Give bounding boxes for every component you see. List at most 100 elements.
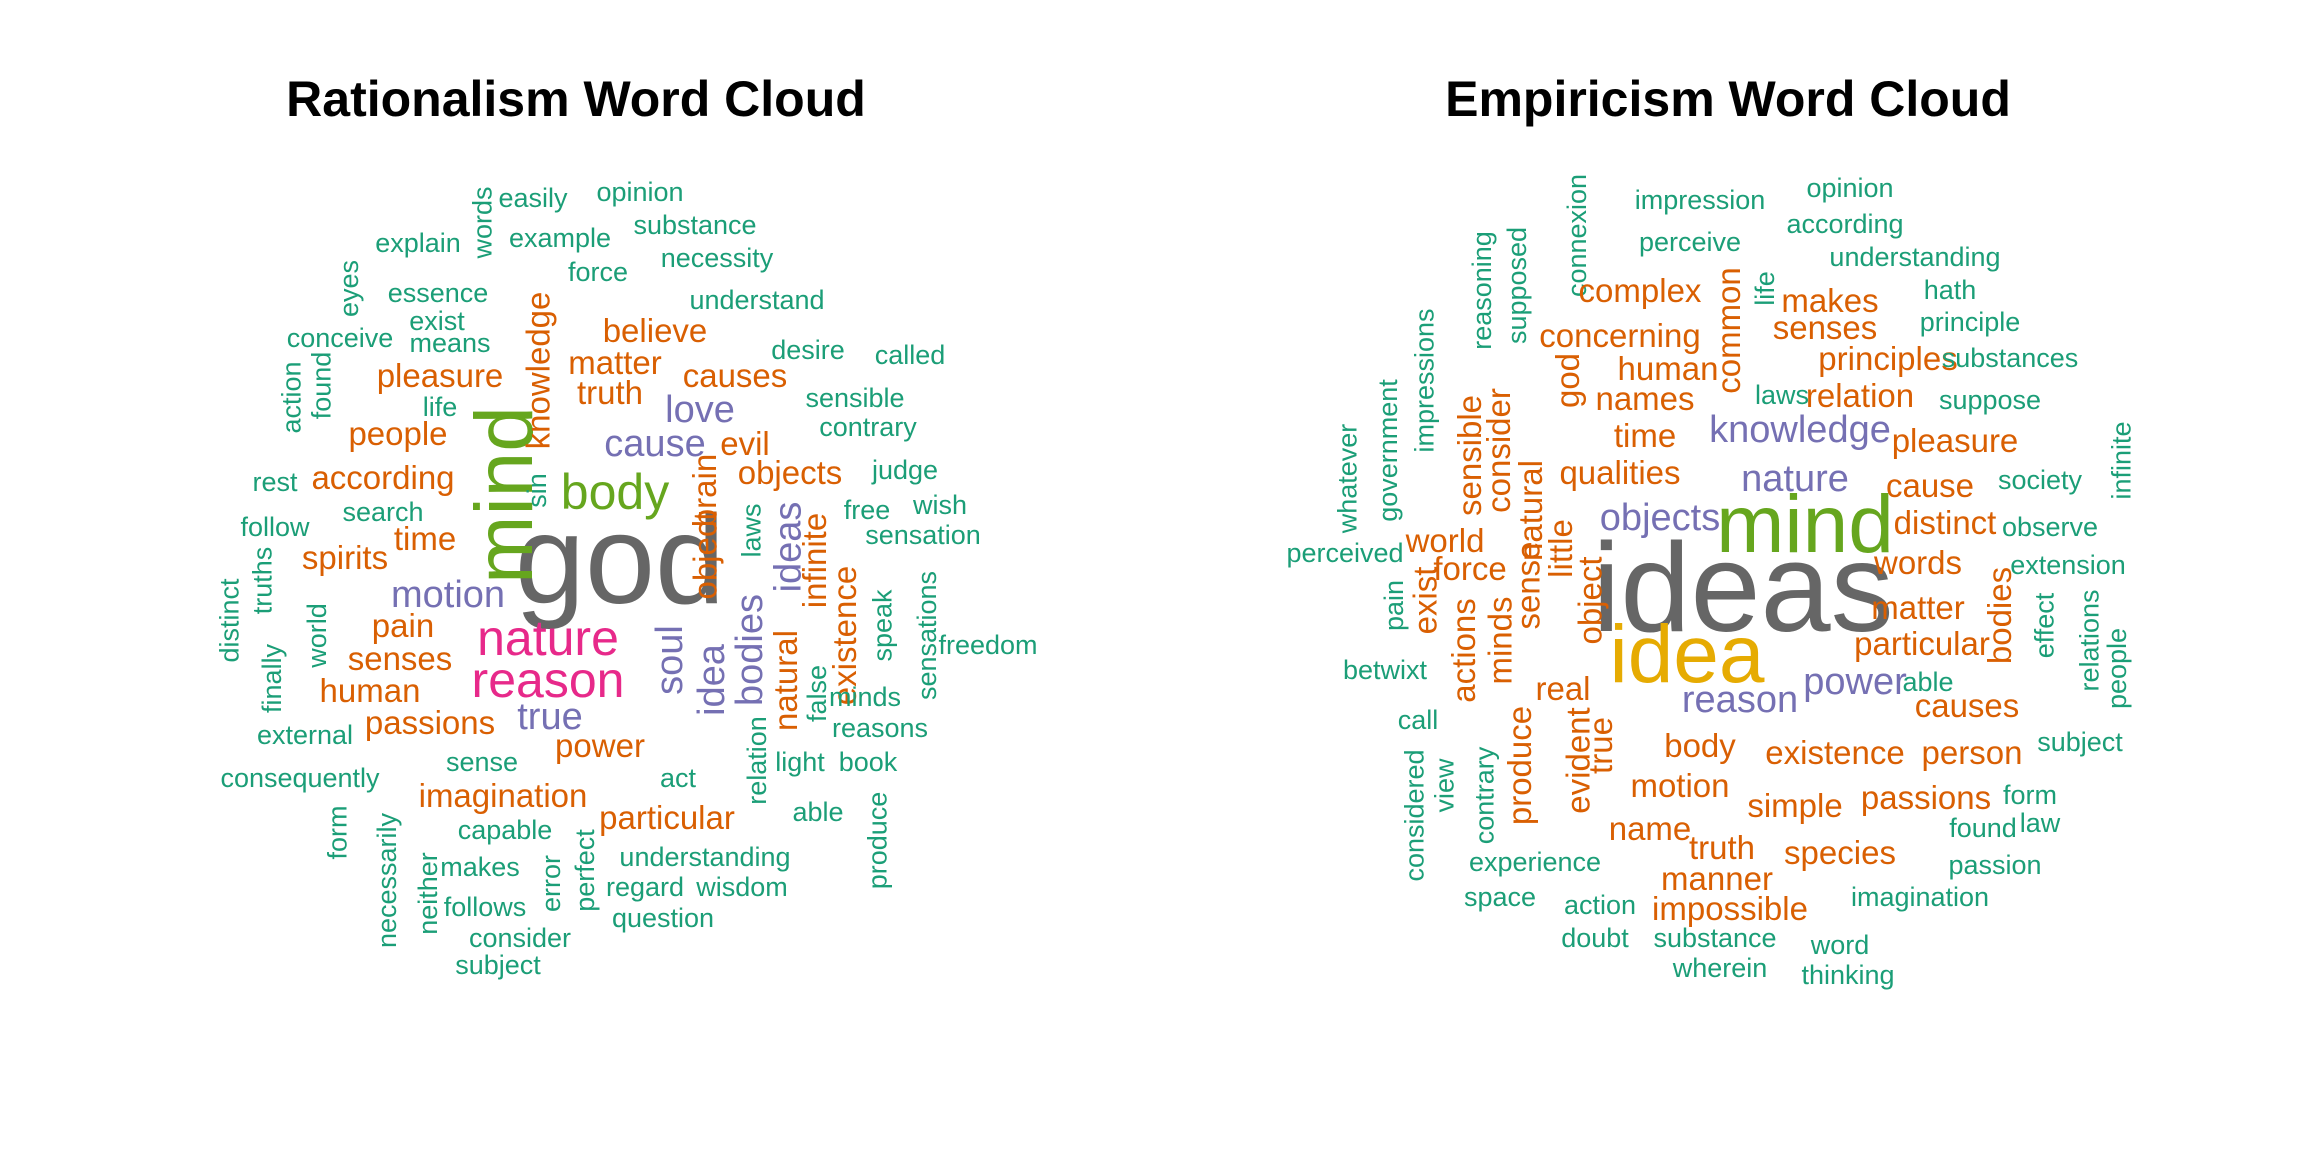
word-subject: subject — [2037, 726, 2123, 757]
word-perceive: perceive — [1638, 226, 1742, 257]
word-conceive: conceive — [286, 322, 394, 353]
word-necessity: necessity — [660, 242, 774, 273]
word-names: names — [1595, 379, 1695, 417]
word-contrary: contrary — [1469, 746, 1500, 844]
word-distinct: distinct — [1893, 503, 1997, 541]
word-wisdom: wisdom — [696, 871, 788, 902]
word-simple: simple — [1747, 786, 1843, 824]
word-existence: existence — [1765, 733, 1905, 771]
word-mind: mind — [1716, 479, 1894, 570]
word-consider: consider — [468, 922, 572, 953]
word-essence: essence — [387, 277, 489, 308]
word-subject: subject — [455, 949, 541, 980]
word-betwixt: betwixt — [1342, 654, 1428, 685]
word-truth: truth — [576, 373, 644, 411]
word-idea: idea — [691, 644, 733, 716]
word-contrary: contrary — [819, 411, 917, 442]
word-objects: objects — [737, 453, 843, 491]
word-false: false — [802, 664, 833, 722]
word-word: word — [1810, 929, 1870, 960]
word-able: able — [1902, 666, 1954, 697]
word-exist: exist — [1406, 566, 1444, 634]
word-impressions: impressions — [1409, 307, 1440, 453]
word-qualities: qualities — [1559, 453, 1681, 491]
word-passions: passions — [1860, 778, 1992, 816]
word-action: action — [276, 360, 307, 434]
word-reason: reason — [1681, 679, 1799, 721]
word-example: example — [508, 222, 612, 253]
word-sin: sin — [521, 472, 552, 508]
word-impossible: impossible — [1652, 889, 1808, 927]
word-pleasure: pleasure — [376, 356, 504, 394]
word-relations: relations — [2074, 588, 2105, 692]
word-action: action — [1563, 889, 1637, 920]
word-found: found — [306, 351, 337, 419]
word-true: true — [1581, 716, 1619, 774]
word-error: error — [536, 854, 567, 912]
word-according: according — [1786, 208, 1904, 239]
word-opinion: opinion — [1806, 172, 1894, 203]
word-reasons: reasons — [831, 712, 929, 743]
word-people: people — [348, 414, 448, 452]
word-body: body — [560, 464, 670, 520]
word-motion: motion — [1630, 766, 1730, 804]
word-knowledge: knowledge — [519, 291, 557, 449]
word-sensations: sensations — [912, 570, 943, 700]
word-life: life — [1749, 270, 1780, 306]
word-book: book — [838, 746, 898, 777]
word-pain: pain — [1379, 579, 1410, 631]
word-imagination: imagination — [1850, 881, 1990, 912]
word-neither: neither — [412, 851, 443, 935]
word-sense: sense — [445, 746, 519, 777]
word-call: call — [1397, 704, 1439, 735]
word-causes: causes — [1914, 686, 2020, 724]
word-particular: particular — [1854, 624, 1990, 662]
word-consider: consider — [1479, 387, 1517, 513]
word-observe: observe — [2001, 511, 2099, 542]
word-soul: soul — [649, 625, 691, 695]
word-external: external — [256, 719, 354, 750]
word-follow: follow — [240, 511, 310, 542]
word-view: view — [1429, 757, 1460, 813]
word-law: law — [2019, 807, 2061, 838]
word-cause: cause — [604, 423, 706, 465]
word-laws: laws — [1754, 379, 1809, 410]
word-evil: evil — [720, 424, 770, 462]
word-judge: judge — [871, 454, 939, 485]
word-minds: minds — [1481, 595, 1519, 685]
word-form: form — [322, 805, 353, 859]
word-actions: actions — [1444, 597, 1482, 703]
word-thinking: thinking — [1801, 959, 1895, 990]
word-pain: pain — [371, 606, 435, 644]
word-time: time — [1613, 416, 1677, 454]
word-matter: matter — [1871, 588, 1965, 626]
word-makes: makes — [1781, 281, 1879, 319]
word-brain: brain — [686, 453, 724, 527]
word-body: body — [1664, 726, 1736, 764]
word-explain: explain — [375, 227, 461, 258]
word-impression: impression — [1634, 184, 1766, 215]
word-concerning: concerning — [1539, 316, 1701, 354]
rationalism-word-cloud: god mind nature reason body soul ideas idea bodi… — [0, 0, 1152, 1153]
word-imagination: imagination — [418, 776, 588, 814]
word-search: search — [342, 496, 424, 527]
word-act: act — [659, 762, 697, 793]
word-principle: principle — [1919, 306, 2021, 337]
word-manner: manner — [1661, 859, 1773, 897]
word-passion: passion — [1948, 849, 2042, 880]
word-follows: follows — [443, 891, 527, 922]
word-sensible: sensible — [805, 382, 905, 413]
word-human: human — [1617, 349, 1719, 387]
word-spirits: spirits — [301, 538, 389, 576]
word-substance: substance — [1653, 922, 1777, 953]
word-society: society — [1997, 464, 2083, 495]
word-force: force — [567, 256, 629, 287]
word-rest: rest — [252, 466, 298, 497]
word-truth: truth — [1688, 828, 1756, 866]
rationalism-panel: Rationalism Word Cloud god mind nature reas… — [0, 0, 1152, 1153]
word-distinct: distinct — [214, 577, 245, 663]
word-nature: nature — [477, 610, 619, 666]
word-principles: principles — [1818, 339, 1958, 377]
word-perceived: perceived — [1286, 537, 1404, 568]
word-produce: produce — [862, 791, 893, 889]
